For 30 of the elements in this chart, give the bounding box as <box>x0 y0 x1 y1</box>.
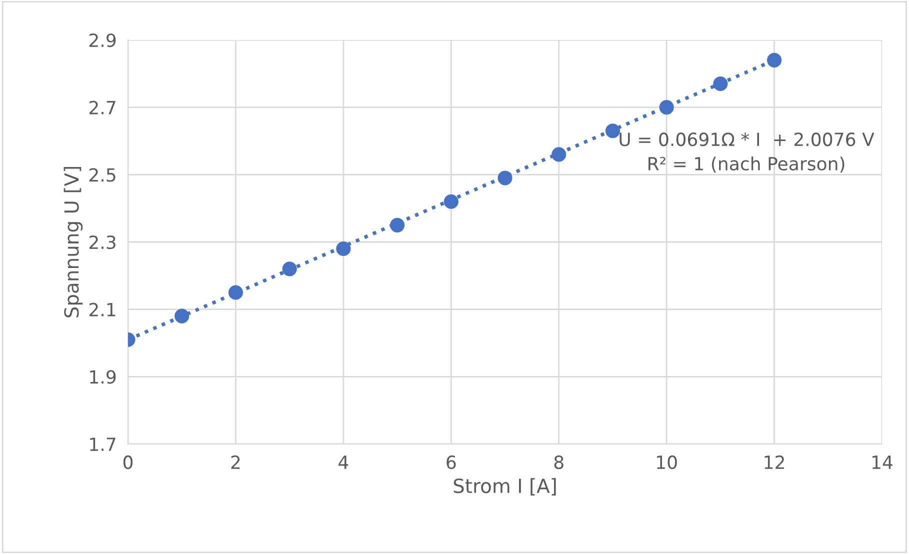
annotation: U = 0.0691Ω * I + 2.0076 V R² = 1 (nach Pearson) <box>620 132 874 173</box>
point <box>228 285 243 300</box>
x-tick-label: 12 <box>764 455 784 469</box>
point <box>336 241 351 256</box>
x-tick-label: 6 <box>446 455 456 470</box>
point <box>390 218 405 232</box>
point <box>282 262 297 276</box>
point <box>444 194 458 209</box>
point <box>498 170 512 186</box>
point <box>713 76 728 92</box>
y-tick-label: 2.9 <box>90 33 116 48</box>
y-axis-title: Spannung U [V] <box>64 167 83 318</box>
x-tick-label: 8 <box>554 455 564 470</box>
point <box>767 52 782 68</box>
y-tick-label: 2.3 <box>90 235 116 250</box>
x-tick-label: 14 <box>872 456 892 469</box>
x-tick-label: 4 <box>338 456 348 469</box>
y-tick-label: 2.5 <box>90 168 116 182</box>
y-tick-label: 1.7 <box>90 438 116 451</box>
x-axis-title: Strom I [A] <box>454 478 556 496</box>
y-tick-label: 2.1 <box>90 302 116 316</box>
point <box>552 147 566 162</box>
y-tick-label: 1.9 <box>90 370 116 384</box>
point <box>605 124 620 138</box>
y-tick-label: 2.7 <box>90 100 116 114</box>
point <box>659 100 674 115</box>
point <box>174 308 190 324</box>
x-tick-label: 10 <box>657 455 677 470</box>
x-tick-label: 2 <box>231 455 240 469</box>
x-tick-label: 0 <box>123 455 133 470</box>
